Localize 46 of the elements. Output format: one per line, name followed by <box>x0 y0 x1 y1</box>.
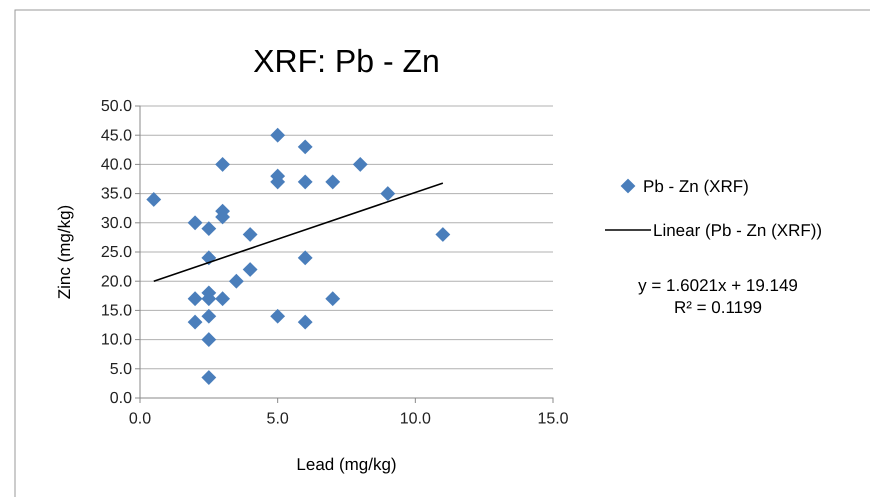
x-tick-label: 10.0 <box>400 410 432 428</box>
y-tick-label: 0.0 <box>110 390 132 408</box>
y-tick-label: 5.0 <box>110 360 132 378</box>
point <box>146 192 162 207</box>
text: R² = 0.1199 <box>674 298 762 317</box>
legend-label: Pb - Zn (XRF) <box>643 177 749 196</box>
point <box>201 308 216 324</box>
point <box>298 250 313 266</box>
point <box>242 262 258 277</box>
y-tick-label: 15.0 <box>100 302 132 320</box>
y-tick-label: 10.0 <box>100 332 132 349</box>
point <box>188 314 202 330</box>
point <box>215 291 230 306</box>
x-tick-label: 0.0 <box>128 410 152 428</box>
y-tick-label: 30.0 <box>100 214 132 232</box>
point <box>325 174 340 190</box>
point <box>242 227 258 242</box>
point <box>352 156 368 172</box>
point <box>201 332 216 348</box>
point <box>298 139 313 154</box>
y-axis-title: Zinc (mg/kg) <box>55 204 74 300</box>
x-tick-label: 15.0 <box>537 410 569 428</box>
x-axis-title: Lead (mg/kg) <box>296 455 397 474</box>
point <box>188 291 202 306</box>
point <box>201 370 216 385</box>
y-tick-label: 25.0 <box>100 244 132 262</box>
point <box>298 314 313 330</box>
y-tick-label: 35.0 <box>100 186 132 203</box>
y-tick-label: 20.0 <box>100 273 132 290</box>
y-tick-label: 50.0 <box>100 98 132 116</box>
point <box>380 186 396 202</box>
point <box>270 308 286 324</box>
point <box>435 227 450 242</box>
point <box>188 215 202 230</box>
point <box>201 221 216 236</box>
x-tick-label: 5.0 <box>266 410 289 428</box>
point <box>228 274 244 289</box>
point <box>215 156 230 172</box>
chart-title: XRF: Pb - Zn <box>253 43 440 79</box>
text: y = 1.6021x + 19.149 <box>638 276 798 295</box>
point <box>298 174 313 190</box>
point <box>270 128 286 143</box>
y-tick-label: 40.0 <box>100 156 132 174</box>
point <box>325 291 340 306</box>
legend-label: Linear (Pb - Zn (XRF)) <box>653 221 822 240</box>
y-tick-label: 45.0 <box>100 127 132 144</box>
